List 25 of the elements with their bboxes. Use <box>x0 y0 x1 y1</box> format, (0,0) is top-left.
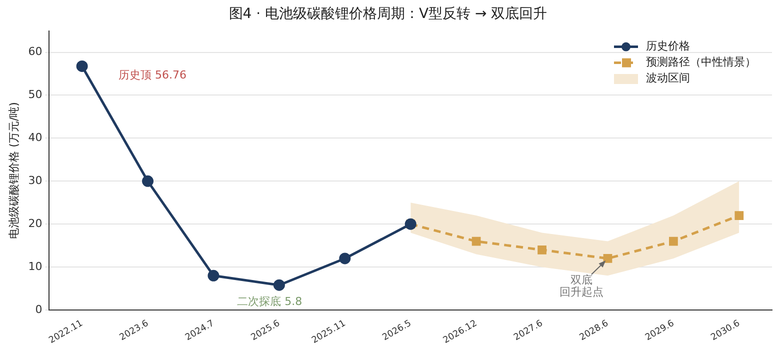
point <box>208 270 220 282</box>
annotation: 二次探底 5.8 <box>237 294 302 308</box>
y-tick-label: 60 <box>28 45 42 58</box>
point <box>538 245 546 254</box>
y-tick-label: 30 <box>28 174 42 188</box>
annotation: 历史顶 56.76 <box>118 68 187 82</box>
point <box>603 254 612 263</box>
point <box>142 175 154 187</box>
point <box>76 60 88 72</box>
point <box>734 211 744 220</box>
chart-title: 图4 · 电池级碳酸锂价格周期：V型反转 → 双底回升 <box>228 6 548 22</box>
point <box>339 252 351 264</box>
annotation: 波动区间 <box>646 72 690 85</box>
annotation: 双底回升起点 <box>559 273 604 298</box>
y-tick-label: 40 <box>28 131 42 144</box>
y-tick-label: 10 <box>28 260 42 273</box>
point <box>273 279 285 291</box>
y-axis-title: 电池级碳酸锂价格 (万元/吨) <box>7 102 20 239</box>
y-tick-label: 0 <box>35 302 42 316</box>
legend-label: 预测路径（中性情景） <box>646 56 756 69</box>
y-tick-label: 20 <box>28 216 42 230</box>
point <box>669 236 678 246</box>
legend-label: 历史价格 <box>646 40 690 53</box>
point <box>472 236 481 246</box>
y-tick-label: 50 <box>28 88 42 102</box>
